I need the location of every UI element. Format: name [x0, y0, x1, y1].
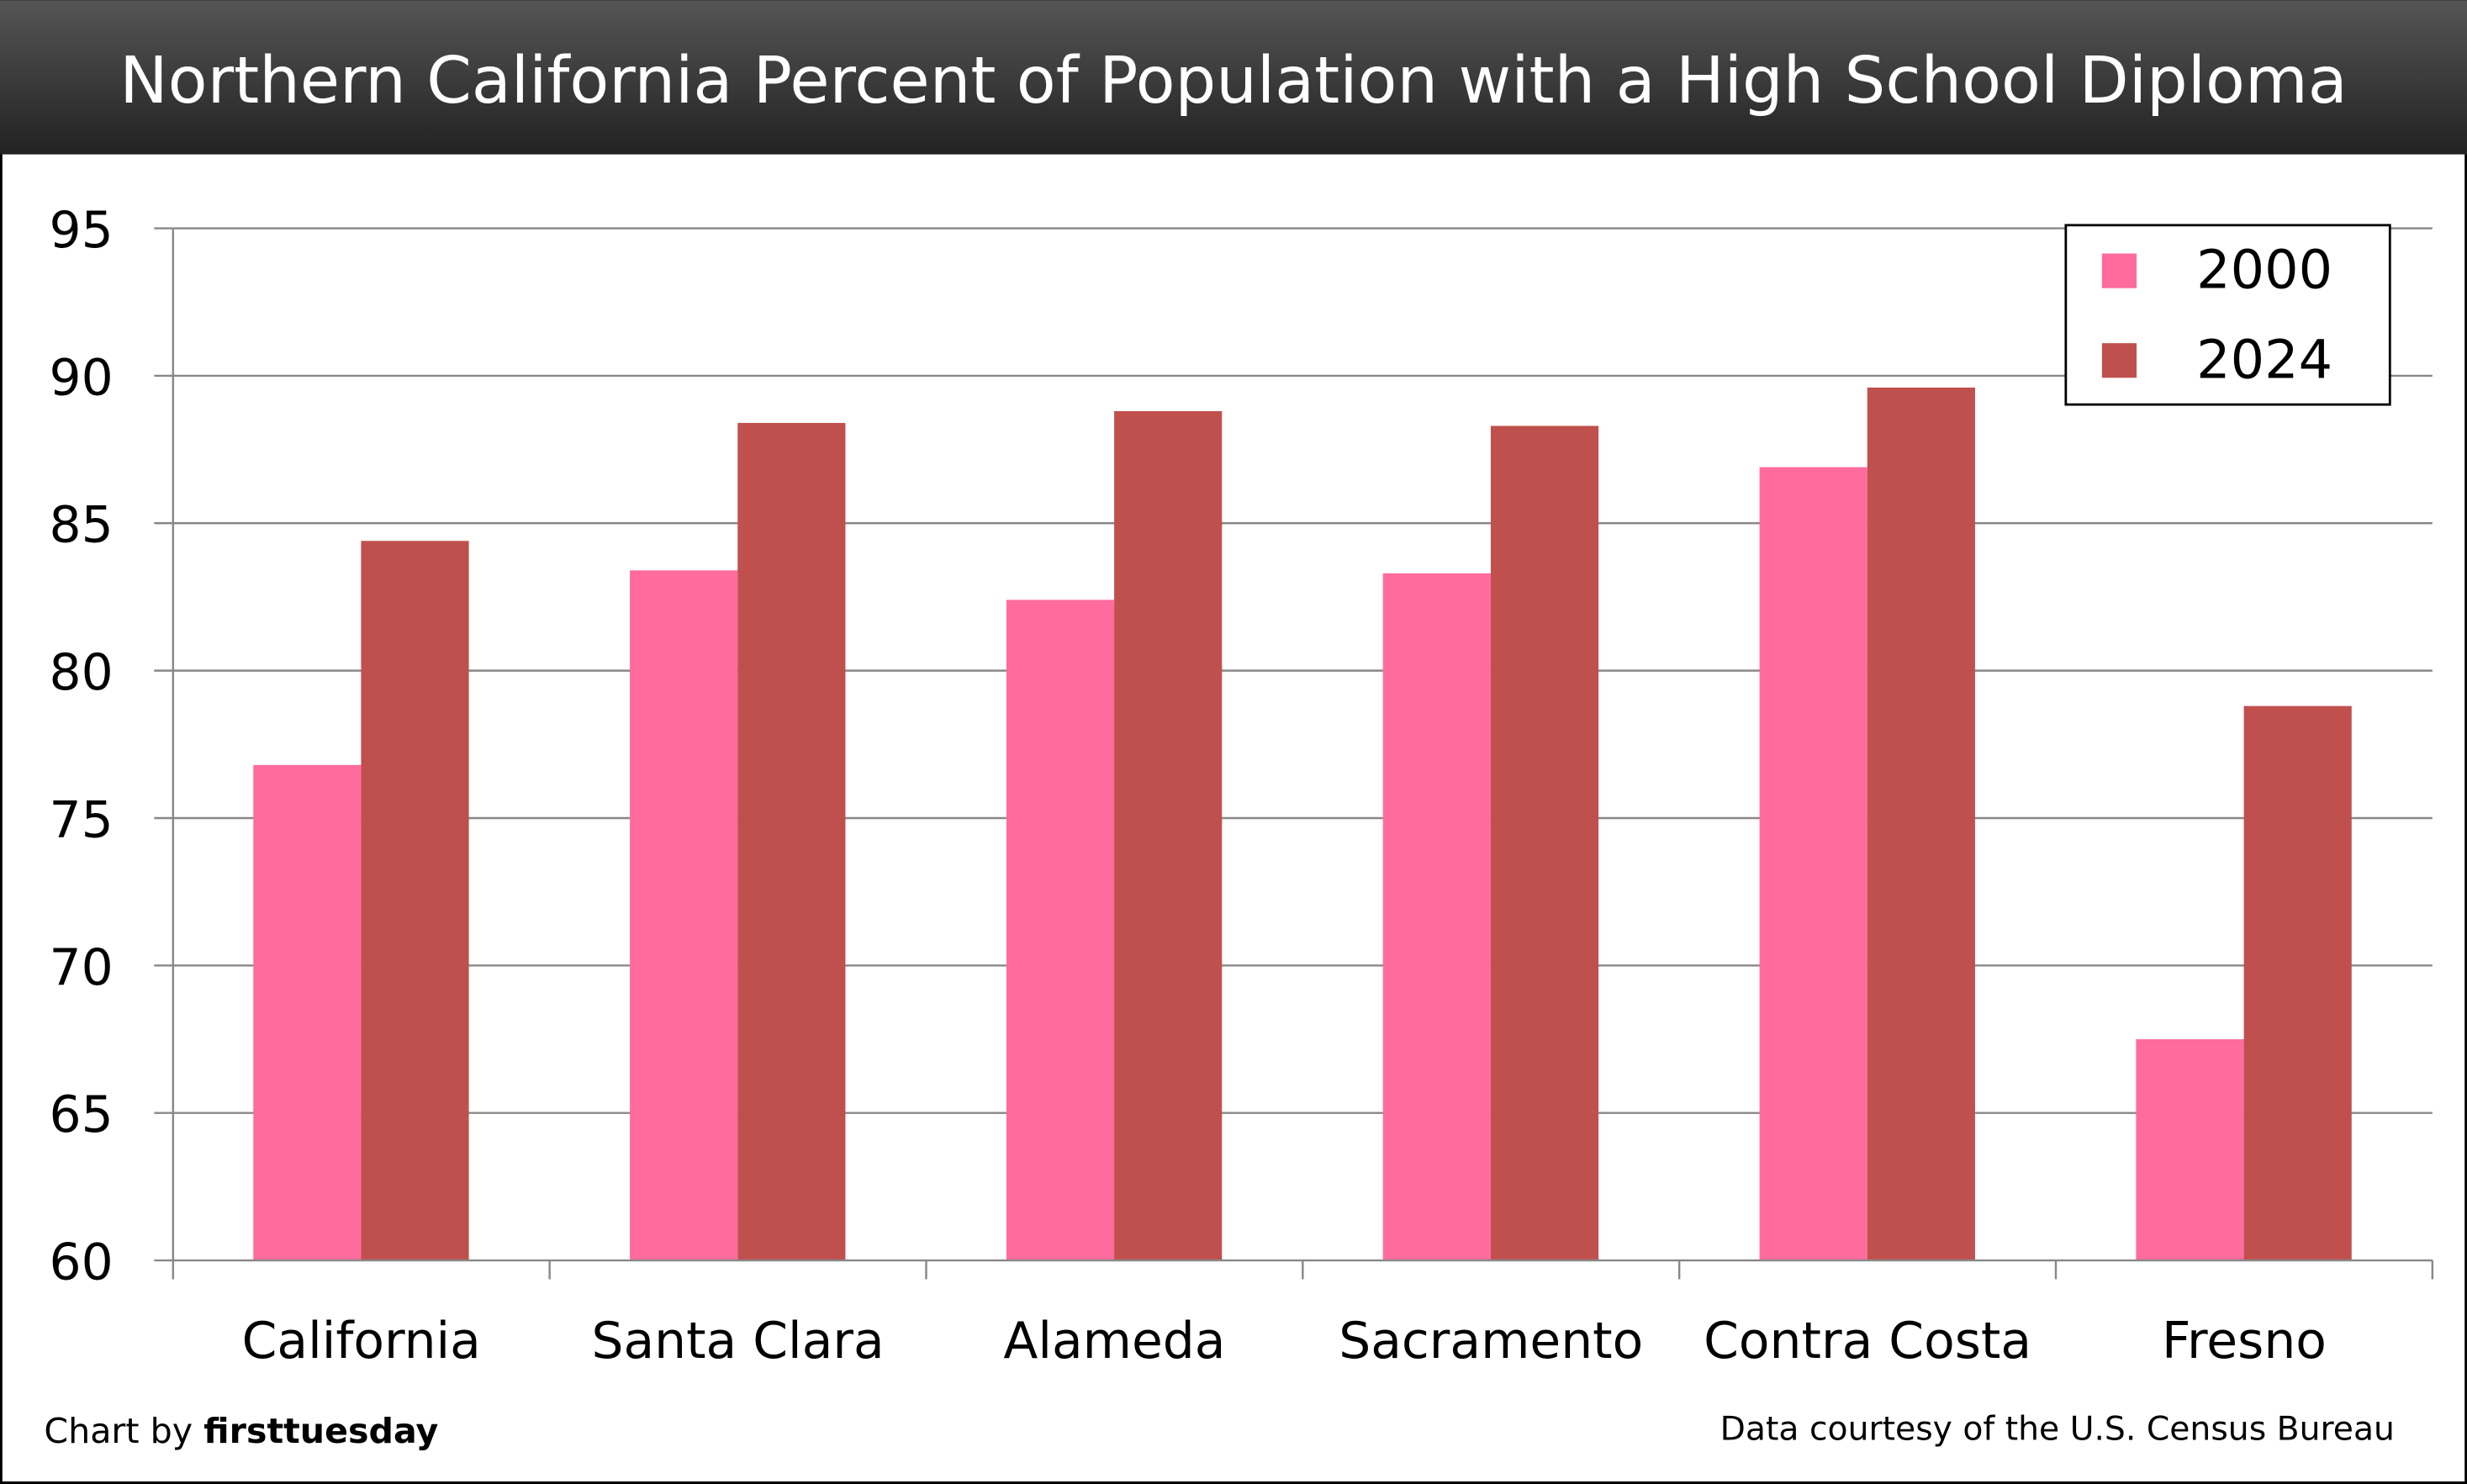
- x-tick-label: Alameda: [1003, 1312, 1225, 1370]
- y-tick-label: 80: [50, 643, 114, 702]
- legend-swatch-2024: [2101, 343, 2137, 378]
- legend-label-2024: 2024: [2196, 329, 2332, 391]
- bar-2000-contra-costa: [1759, 467, 1867, 1261]
- bar-2000-alameda: [1006, 599, 1115, 1261]
- x-tick-label: Sacramento: [1339, 1312, 1643, 1370]
- x-tick-label: Fresno: [2162, 1312, 2327, 1370]
- bar-2024-fresno: [2243, 705, 2352, 1261]
- bar-2000-sacramento: [1382, 573, 1491, 1261]
- data-source: Data courtesy of the U.S. Census Bureau: [1720, 1410, 2395, 1448]
- bar-2024-alameda: [1114, 411, 1223, 1261]
- bar-2024-california: [361, 541, 469, 1261]
- y-tick-label: 95: [50, 201, 114, 260]
- credit-prefix: Chart by: [44, 1411, 203, 1451]
- bar-2000-california: [253, 764, 362, 1261]
- y-tick-label: 85: [50, 496, 114, 555]
- chart-title: Northern California Percent of Populatio…: [119, 44, 2347, 119]
- bar-2000-fresno: [2136, 1039, 2244, 1261]
- x-tick-label: Contra Costa: [1704, 1312, 2031, 1370]
- x-tick-label: California: [242, 1312, 481, 1370]
- bar-2024-sacramento: [1490, 425, 1599, 1261]
- legend-label-2000: 2000: [2196, 240, 2332, 302]
- credit-brand: firsttuesday: [203, 1411, 438, 1451]
- title-bar: [0, 0, 2467, 155]
- bar-2000-santa-clara: [630, 570, 738, 1261]
- x-tick-label: Santa Clara: [591, 1312, 884, 1370]
- chart-credit: Chart by firsttuesday: [44, 1411, 438, 1451]
- y-tick-label: 70: [50, 938, 114, 997]
- y-tick-label: 75: [50, 790, 114, 849]
- y-tick-label: 60: [50, 1233, 114, 1292]
- legend: 2000 2024: [2064, 224, 2391, 406]
- y-tick-label: 90: [50, 348, 114, 407]
- bar-2024-contra-costa: [1867, 387, 1975, 1261]
- legend-swatch-2000: [2101, 253, 2137, 288]
- bar-2024-santa-clara: [737, 423, 846, 1261]
- y-tick-label: 65: [50, 1085, 114, 1144]
